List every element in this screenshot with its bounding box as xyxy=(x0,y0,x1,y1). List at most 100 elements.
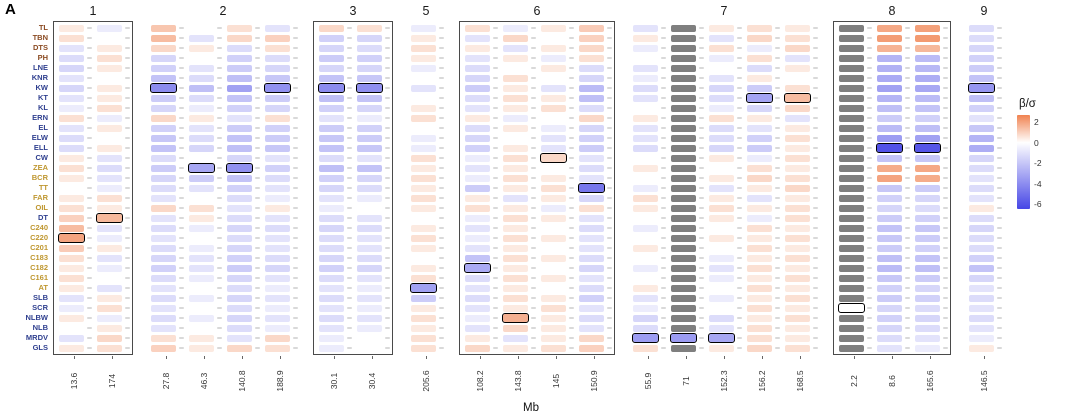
cell-dash xyxy=(813,157,818,159)
cell-dash xyxy=(125,337,130,339)
cell-slot xyxy=(705,293,743,303)
heatmap-cell xyxy=(357,314,382,322)
cell-dash xyxy=(661,97,666,99)
heatmap-cell xyxy=(503,144,528,152)
heatmap-cell xyxy=(357,274,382,282)
cell-slot xyxy=(705,123,743,133)
heatmap-cell-highlighted xyxy=(968,83,995,93)
cell-slot xyxy=(185,223,223,233)
cell-slot xyxy=(223,273,261,283)
heatmap-cell xyxy=(227,184,252,192)
cell-slot xyxy=(873,153,911,163)
heatmap-cell xyxy=(357,34,382,42)
cell-dash xyxy=(385,127,390,129)
cell-dash xyxy=(217,97,222,99)
cell-dash xyxy=(775,257,780,259)
heatmap-cell xyxy=(151,334,176,342)
cell-slot xyxy=(93,43,131,53)
cell-slot xyxy=(781,73,819,83)
cell-dash xyxy=(179,317,184,319)
cell-slot xyxy=(965,263,1003,273)
cell-slot xyxy=(835,103,873,113)
cell-slot xyxy=(93,263,131,273)
x-tick: 168.5 xyxy=(781,356,819,402)
heatmap-cell xyxy=(151,114,176,122)
heatmap-cell xyxy=(411,184,436,192)
heatmap-cell xyxy=(541,274,566,282)
heatmap-cell xyxy=(97,134,122,142)
row-label-mrdv: MRDV xyxy=(25,333,48,342)
cell-dash xyxy=(737,117,742,119)
cell-dash xyxy=(255,257,260,259)
cell-dash xyxy=(439,107,444,109)
cell-slot xyxy=(185,193,223,203)
cell-dash xyxy=(997,167,1002,169)
cell-dash xyxy=(661,177,666,179)
heatmap-cell xyxy=(411,34,436,42)
heatmap-cell xyxy=(357,304,382,312)
heatmap-cell xyxy=(969,254,994,262)
heatmap-cell xyxy=(189,174,214,182)
cell-dash xyxy=(737,177,742,179)
cell-dash xyxy=(607,157,612,159)
cell-dash xyxy=(737,287,742,289)
cell-dash xyxy=(943,47,948,49)
heatmap-cell xyxy=(541,234,566,242)
cell-slot xyxy=(261,293,299,303)
heatmap-cell-highlighted xyxy=(632,333,659,343)
cell-dash xyxy=(293,217,298,219)
cell-slot xyxy=(873,33,911,43)
cell-dash xyxy=(569,27,574,29)
cell-dash xyxy=(775,107,780,109)
heatmap-cell-highlighted xyxy=(502,313,529,323)
cell-slot xyxy=(537,203,575,213)
cell-dash xyxy=(905,107,910,109)
cell-dash xyxy=(813,287,818,289)
heatmap-cell xyxy=(151,244,176,252)
cell-dash xyxy=(699,177,704,179)
cell-dash xyxy=(737,327,742,329)
cell-slot xyxy=(147,213,185,223)
cell-dash xyxy=(867,67,872,69)
cell-dash xyxy=(737,227,742,229)
heatmap-cell xyxy=(265,224,290,232)
x-tick-label: 205.6 xyxy=(421,370,431,392)
heatmap-cell xyxy=(915,254,940,262)
panel-x-ticks: 13.6 174 xyxy=(55,356,131,402)
cell-dash xyxy=(943,207,948,209)
heatmap-cell xyxy=(633,234,658,242)
heatmap-cell xyxy=(709,34,734,42)
cell-dash xyxy=(493,47,498,49)
heatmap-cell xyxy=(265,164,290,172)
heatmap-cell xyxy=(579,164,604,172)
cell-dash xyxy=(293,247,298,249)
cell-dash xyxy=(997,227,1002,229)
heatmap-cell xyxy=(915,314,940,322)
heatmap-cell xyxy=(319,274,344,282)
cell-slot xyxy=(261,43,299,53)
heatmap-cell xyxy=(785,34,810,42)
cell-slot xyxy=(261,283,299,293)
heatmap-cell-na xyxy=(671,264,696,272)
heatmap-cell xyxy=(189,74,214,82)
cell-slot xyxy=(743,93,781,103)
cell-dash xyxy=(661,327,666,329)
cell-slot xyxy=(499,213,537,223)
cell-slot xyxy=(147,113,185,123)
row-label-bcr: BCR xyxy=(31,173,48,182)
heatmap-cell xyxy=(747,104,772,112)
heatmap-cell xyxy=(633,124,658,132)
heatmap-cell xyxy=(319,164,344,172)
cell-slot xyxy=(743,173,781,183)
cell-dash xyxy=(607,257,612,259)
cell-dash xyxy=(293,47,298,49)
cell-dash xyxy=(125,47,130,49)
x-tick-label: 2.2 xyxy=(849,375,859,387)
heatmap-cell xyxy=(747,344,772,352)
cell-slot xyxy=(629,33,667,43)
heatmap-cell xyxy=(97,324,122,332)
cell-dash xyxy=(905,167,910,169)
cell-slot xyxy=(965,143,1003,153)
heatmap-cell xyxy=(633,64,658,72)
cell-slot xyxy=(315,153,353,163)
